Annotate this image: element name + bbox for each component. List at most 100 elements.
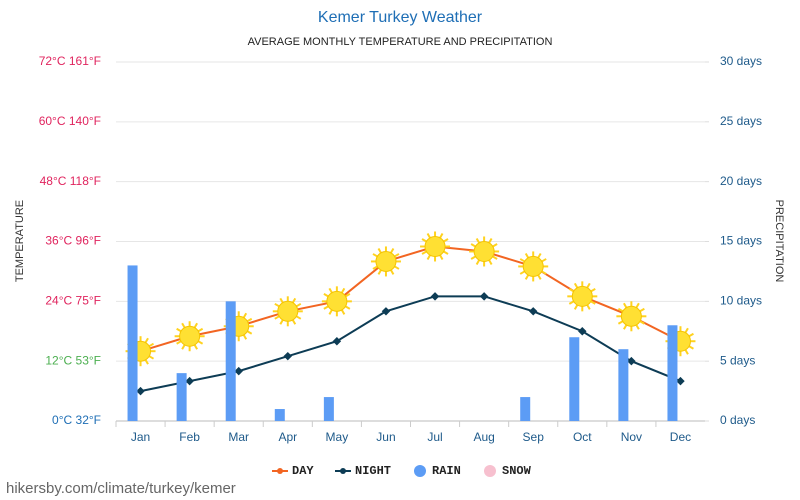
sun-ray	[568, 287, 575, 293]
night-point	[578, 327, 587, 336]
sun-ray	[372, 265, 378, 270]
sun-ray	[524, 274, 530, 280]
x-tick-label: Jun	[376, 430, 395, 444]
night-point	[528, 307, 538, 316]
sun-ray	[341, 309, 346, 315]
day-point	[571, 285, 593, 307]
sun-ray	[193, 322, 198, 329]
sun-ray	[586, 282, 591, 289]
sun-ray	[617, 320, 624, 325]
sun-ray	[439, 232, 444, 239]
sun-ray	[639, 320, 645, 325]
sun-ray	[181, 322, 186, 329]
sun-ray	[488, 237, 493, 244]
rain-bar	[618, 349, 629, 421]
sun-ray	[568, 300, 575, 305]
x-tick-label: Jul	[427, 430, 442, 444]
sun-ray	[488, 259, 493, 265]
source-link[interactable]: hikersby.com/climate/turkey/kemer	[6, 480, 236, 497]
day-point	[424, 235, 446, 257]
sun-icon	[174, 321, 205, 352]
sun-ray	[279, 319, 284, 325]
day-point	[375, 250, 397, 272]
x-tick-label: Apr	[278, 430, 297, 444]
y2-tick-label: 5 days	[720, 353, 755, 367]
sun-ray	[148, 342, 155, 348]
night-point	[381, 307, 391, 316]
x-tick-label: Sep	[523, 430, 545, 444]
night-point	[430, 292, 440, 301]
rain-bar	[569, 337, 580, 421]
rain-bar	[225, 301, 236, 421]
night-point	[283, 351, 293, 361]
y-tick-label: 72°C 161°F	[39, 54, 101, 68]
sun-ray	[635, 302, 640, 309]
night-point	[234, 366, 243, 376]
y-tick-label: 48°C 118°F	[40, 174, 101, 188]
sun-ray	[328, 287, 333, 294]
rain-bar	[323, 397, 334, 421]
sun-ray	[426, 232, 431, 239]
sun-icon	[321, 286, 352, 317]
sun-ray	[197, 340, 204, 345]
sun-ray	[470, 255, 476, 260]
sun-ray	[426, 254, 431, 260]
rain-bar	[520, 397, 531, 421]
x-tick-label: Oct	[573, 430, 592, 444]
sun-ray	[181, 344, 186, 350]
day-point	[179, 325, 201, 347]
legend-label: NIGHT	[355, 464, 391, 478]
sun-ray	[176, 327, 182, 333]
day-point	[620, 305, 642, 327]
sun-ray	[295, 302, 302, 308]
x-tick-label: Nov	[621, 430, 642, 444]
y2-axis-title: PRECIPITATION	[773, 200, 785, 283]
rain-bar	[127, 265, 138, 421]
sun-ray	[372, 253, 378, 258]
sun-ray	[688, 332, 694, 338]
sun-ray	[537, 274, 542, 280]
chart-subtitle: AVERAGE MONTHLY TEMPERATURE AND PRECIPIT…	[248, 36, 553, 48]
sun-ray	[439, 254, 444, 260]
sun-ray	[443, 238, 449, 243]
sun-ray	[377, 269, 382, 275]
sun-ray	[193, 344, 198, 350]
sun-ray	[176, 340, 182, 345]
sun-ray	[684, 349, 689, 355]
rain-bar	[667, 325, 678, 421]
sun-ray	[573, 282, 579, 289]
night-point	[136, 386, 145, 396]
sun-ray	[688, 345, 694, 350]
sun-ray	[345, 292, 351, 298]
sun-ray	[635, 324, 640, 330]
sun-ray	[323, 292, 329, 298]
sun-ray	[279, 297, 284, 304]
sun-ray	[475, 259, 480, 265]
sun-ray	[242, 312, 248, 319]
temperature-line	[140, 295, 681, 393]
sun-icon	[370, 246, 401, 277]
sun-ray	[421, 250, 427, 255]
y2-tick-label: 30 days	[720, 54, 762, 68]
day-point	[522, 255, 544, 277]
y-tick-label: 0°C 32°F	[52, 413, 101, 427]
x-tick-label: Feb	[179, 430, 200, 444]
y-tick-label: 60°C 140°F	[39, 114, 101, 128]
sun-ray	[377, 247, 382, 254]
sun-ray	[519, 270, 526, 275]
x-tick-label: Dec	[670, 430, 691, 444]
sun-ray	[291, 297, 297, 304]
sun-ray	[443, 250, 449, 255]
sun-ray	[470, 243, 476, 248]
sun-icon	[518, 251, 549, 282]
sun-ray	[144, 337, 149, 344]
sun-ray	[246, 317, 253, 323]
legend-label: SNOW	[502, 464, 532, 478]
y-tick-label: 24°C 75°F	[45, 294, 101, 308]
sun-ray	[639, 307, 645, 313]
sun-ray	[590, 300, 596, 305]
sun-ray	[197, 327, 204, 333]
temperature-line	[140, 245, 681, 353]
sun-ray	[586, 304, 591, 310]
legend-swatch-dot	[340, 468, 346, 474]
